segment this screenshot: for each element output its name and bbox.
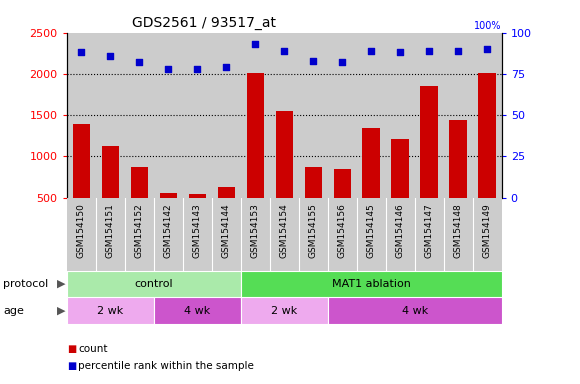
Bar <box>154 298 241 324</box>
Text: GSM154148: GSM154148 <box>454 204 463 258</box>
Text: protocol: protocol <box>3 279 48 289</box>
Bar <box>328 298 502 324</box>
Bar <box>72 124 90 198</box>
Bar <box>450 120 467 198</box>
Bar <box>160 193 177 198</box>
Bar <box>241 271 502 298</box>
Point <box>454 48 463 54</box>
Bar <box>334 169 351 198</box>
Text: 2 wk: 2 wk <box>97 306 124 316</box>
Bar <box>67 271 241 298</box>
Text: GSM154150: GSM154150 <box>77 204 86 258</box>
Text: GSM154144: GSM154144 <box>222 204 231 258</box>
Text: GSM154145: GSM154145 <box>367 204 376 258</box>
Point <box>222 64 231 70</box>
Text: ■: ■ <box>67 361 76 371</box>
Point <box>135 59 144 65</box>
Text: GSM154151: GSM154151 <box>106 204 115 258</box>
Bar <box>304 167 322 198</box>
Point <box>106 53 115 59</box>
Bar <box>218 187 235 198</box>
Text: ▶: ▶ <box>57 279 66 289</box>
Text: GSM154155: GSM154155 <box>309 204 318 258</box>
Point <box>367 48 376 54</box>
Text: percentile rank within the sample: percentile rank within the sample <box>78 361 254 371</box>
Text: MAT1 ablation: MAT1 ablation <box>332 279 411 289</box>
Bar <box>362 127 380 198</box>
Point <box>164 66 173 72</box>
Point <box>280 48 289 54</box>
Point <box>77 50 86 56</box>
Text: 100%: 100% <box>474 21 502 31</box>
Text: GDS2561 / 93517_at: GDS2561 / 93517_at <box>132 16 276 30</box>
Bar <box>478 73 496 198</box>
Text: GSM154153: GSM154153 <box>251 204 260 258</box>
Text: ■: ■ <box>67 344 76 354</box>
Point <box>425 48 434 54</box>
Point <box>251 41 260 47</box>
Bar <box>246 73 264 198</box>
Text: 4 wk: 4 wk <box>401 306 428 316</box>
Text: GSM154146: GSM154146 <box>396 204 405 258</box>
Text: GSM154147: GSM154147 <box>425 204 434 258</box>
Text: GSM154154: GSM154154 <box>280 204 289 258</box>
Point <box>483 46 492 52</box>
Bar <box>420 86 438 198</box>
Bar <box>276 111 293 198</box>
Text: GSM154142: GSM154142 <box>164 204 173 258</box>
Point <box>193 66 202 72</box>
Text: ▶: ▶ <box>57 306 66 316</box>
Bar <box>241 298 328 324</box>
Bar <box>67 298 154 324</box>
Bar <box>130 167 148 198</box>
Text: 4 wk: 4 wk <box>184 306 211 316</box>
Text: GSM154143: GSM154143 <box>193 204 202 258</box>
Bar <box>188 194 206 198</box>
Text: 2 wk: 2 wk <box>271 306 298 316</box>
Bar <box>102 146 119 198</box>
Bar <box>392 139 409 198</box>
Text: count: count <box>78 344 108 354</box>
Point <box>396 50 405 56</box>
Point <box>309 58 318 64</box>
Text: age: age <box>3 306 24 316</box>
Text: control: control <box>135 279 173 289</box>
Text: GSM154152: GSM154152 <box>135 204 144 258</box>
Text: GSM154156: GSM154156 <box>338 204 347 258</box>
Text: GSM154149: GSM154149 <box>483 204 492 258</box>
Point <box>338 59 347 65</box>
